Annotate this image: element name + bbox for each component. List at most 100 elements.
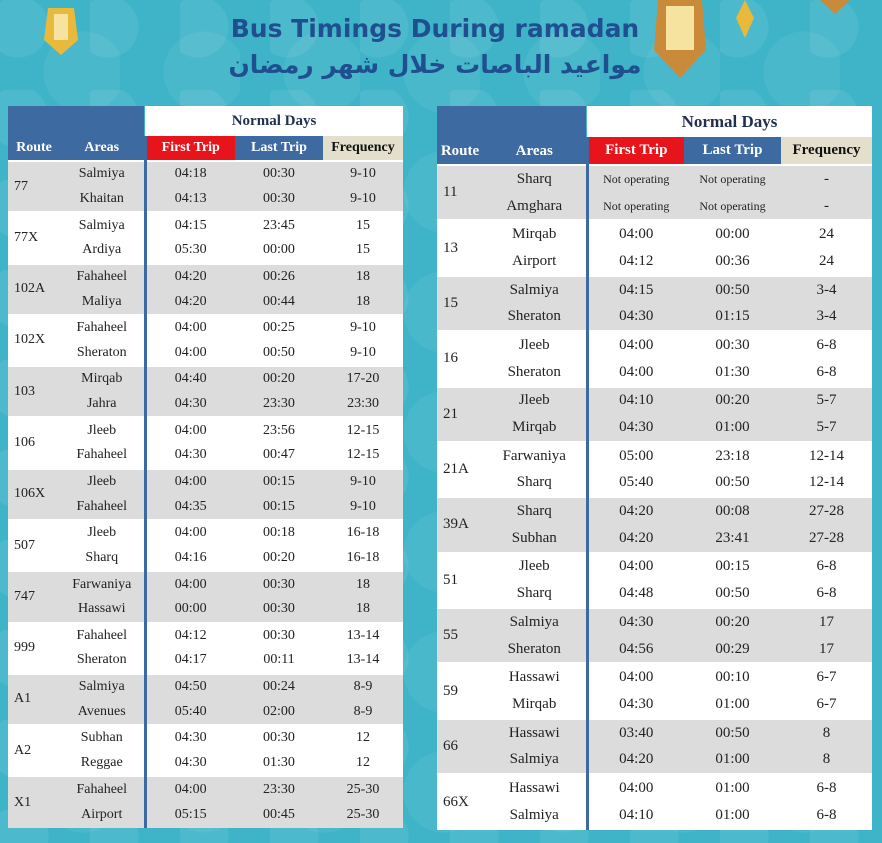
stop-row: 103 Mirqab 04:40 00:20 17-20 — [8, 365, 404, 418]
frequency-cell: 9-10 — [323, 467, 404, 495]
last-trip-cell: 00:18 — [235, 518, 323, 546]
frequency-cell: 17 — [781, 635, 872, 664]
first-trip-cell: 04:12 — [585, 248, 684, 276]
route-cell: 102A — [8, 262, 60, 315]
last-trip-cell: 00:25 — [235, 313, 323, 341]
header-row: First Trip Last Trip Frequency — [8, 136, 404, 161]
area-cell: Avenues — [60, 699, 145, 726]
last-trip-cell: 00:30 — [235, 596, 323, 623]
first-trip-cell: 04:00 — [143, 416, 235, 444]
frequency-cell: 12 — [323, 750, 404, 777]
area-cell: Farwaniya — [483, 440, 587, 470]
frequency-cell: 12 — [323, 724, 404, 751]
first-trip-cell: 04:30 — [585, 414, 684, 442]
normal-days-header: Normal Days — [587, 106, 872, 137]
stop-row: 66 Hassawi 03:40 00:50 8 — [437, 717, 872, 775]
stop-row: A1 Salmiya 04:50 00:24 8-9 — [8, 672, 404, 726]
last-trip-header: Last Trip — [235, 136, 323, 161]
last-trip-cell: 00:15 — [684, 551, 781, 581]
stop-row: Ardiya 05:30 00:00 15 — [8, 237, 404, 264]
first-trip-cell: 04:17 — [143, 648, 235, 674]
last-trip-cell: 23:45 — [235, 211, 323, 238]
frequency-header: Frequency — [781, 137, 872, 165]
route-header: Route — [437, 106, 483, 165]
area-cell: Jleeb — [60, 518, 145, 546]
area-cell: Salmiya — [483, 746, 587, 775]
first-trip-cell: 05:15 — [143, 802, 235, 828]
route-cell: 66 — [437, 717, 483, 775]
last-trip-cell: 01:30 — [684, 358, 781, 387]
frequency-cell: 9-10 — [323, 313, 404, 341]
frequency-cell: 6-8 — [781, 580, 872, 608]
stop-row: Airport 05:15 00:45 25-30 — [8, 802, 404, 828]
first-trip-cell: 04:15 — [143, 211, 235, 238]
areas-header: Areas — [60, 106, 145, 161]
last-trip-cell: 00:10 — [684, 662, 781, 692]
route-cell: X1 — [8, 775, 60, 828]
stop-row: Sharq 05:40 00:50 12-14 — [437, 469, 872, 498]
last-trip-cell: 23:56 — [235, 416, 323, 444]
first-trip-cell: 00:00 — [143, 596, 235, 623]
first-trip-cell: 04:35 — [143, 494, 235, 520]
last-trip-cell: 00:20 — [235, 545, 323, 572]
first-trip-cell: 04:50 — [143, 672, 235, 700]
area-cell: Salmiya — [60, 672, 145, 700]
route-cell: A2 — [8, 724, 60, 777]
last-trip-cell: 02:00 — [235, 699, 323, 726]
stop-row: Sheraton 04:00 01:30 6-8 — [437, 358, 872, 387]
frequency-cell: 12-14 — [781, 440, 872, 470]
frequency-cell: 6-8 — [781, 330, 872, 359]
first-trip-header: First Trip — [143, 136, 235, 161]
last-trip-cell: 01:00 — [684, 773, 781, 802]
area-cell: Sheraton — [483, 358, 587, 387]
last-trip-cell: 23:41 — [684, 524, 781, 553]
stop-row: 102X Fahaheel 04:00 00:25 9-10 — [8, 313, 404, 367]
stop-row: Salmiya 04:10 01:00 6-8 — [437, 801, 872, 830]
route-cell: 13 — [437, 219, 483, 276]
first-trip-cell: 04:20 — [585, 524, 684, 553]
area-cell: Mirqab — [60, 365, 145, 392]
first-trip-cell: 04:20 — [585, 496, 684, 525]
table-header: Route Areas Normal Days First Trip Last Trip… — [8, 106, 404, 161]
stop-row: 39A Sharq 04:20 00:08 27-28 — [437, 496, 872, 553]
frequency-cell: 16-18 — [323, 545, 404, 572]
route-cell: 66X — [437, 773, 483, 830]
area-cell: Mirqab — [483, 219, 587, 249]
last-trip-cell: Not operating — [684, 192, 781, 221]
last-trip-cell: 00:30 — [235, 186, 323, 213]
first-trip-cell: 04:00 — [143, 467, 235, 495]
stop-row: Mirqab 04:30 01:00 5-7 — [437, 414, 872, 442]
area-cell: Salmiya — [483, 274, 587, 304]
first-trip-cell: Not operating — [585, 192, 684, 221]
first-trip-cell: 04:00 — [585, 662, 684, 692]
stop-row: A2 Subhan 04:30 00:30 12 — [8, 724, 404, 777]
stop-row: Fahaheel 04:30 00:47 12-15 — [8, 443, 404, 469]
area-cell: Sheraton — [60, 340, 145, 367]
timetable: Route Areas Normal Days First Trip Last Trip… — [437, 106, 872, 830]
stop-row: 15 Salmiya 04:15 00:50 3-4 — [437, 274, 872, 332]
table-header: Route Areas Normal Days First Trip Last Trip… — [437, 106, 872, 165]
stop-row: 66X Hassawi 04:00 01:00 6-8 — [437, 773, 872, 830]
area-cell: Hassawi — [483, 773, 587, 802]
lantern-decoration — [44, 8, 78, 55]
frequency-cell: 15 — [323, 211, 404, 238]
stop-row: Fahaheel 04:35 00:15 9-10 — [8, 494, 404, 520]
first-trip-cell: 04:10 — [585, 801, 684, 830]
area-cell: Subhan — [60, 724, 145, 751]
stop-row: Reggae 04:30 01:30 12 — [8, 750, 404, 777]
areas-header: Areas — [483, 106, 587, 165]
area-cell: Farwaniya — [60, 570, 145, 597]
area-cell: Sharq — [483, 469, 587, 498]
area-cell: Fahaheel — [60, 775, 145, 803]
frequency-cell: 27-28 — [781, 496, 872, 525]
frequency-cell: 9-10 — [323, 494, 404, 520]
area-cell: Fahaheel — [60, 494, 145, 520]
last-trip-cell: 00:50 — [684, 274, 781, 304]
frequency-cell: - — [781, 164, 872, 193]
frequency-cell: 25-30 — [323, 802, 404, 828]
route-cell: 51 — [437, 551, 483, 608]
stop-row: Sheraton 04:30 01:15 3-4 — [437, 303, 872, 332]
last-trip-cell: 00:00 — [684, 219, 781, 249]
area-cell: Jahra — [60, 391, 145, 418]
first-trip-cell: 04:30 — [585, 691, 684, 719]
